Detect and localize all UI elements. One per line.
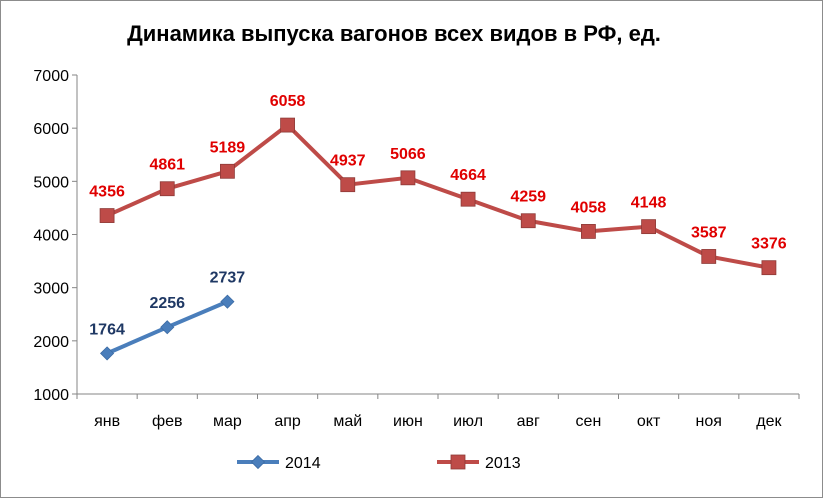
data-label: 2737 <box>210 270 246 287</box>
chart-title: Динамика выпуска вагонов всех видов в РФ… <box>127 21 661 46</box>
data-label: 3376 <box>751 236 787 253</box>
y-tick-label: 6000 <box>33 121 69 138</box>
data-label: 4058 <box>571 199 607 216</box>
data-label: 6058 <box>270 93 306 110</box>
x-tick-label: фев <box>152 413 183 430</box>
data-label: 4356 <box>89 184 125 201</box>
data-point-marker <box>220 163 235 179</box>
x-tick-label: сен <box>576 413 602 430</box>
data-point-marker <box>450 454 466 470</box>
data-label: 4664 <box>450 167 486 184</box>
x-tick-label: мар <box>213 413 242 430</box>
y-tick-label: 2000 <box>33 334 69 351</box>
data-point-marker <box>220 294 235 309</box>
data-point-marker <box>99 208 115 223</box>
data-point-marker <box>581 224 596 239</box>
data-point-marker <box>400 170 416 186</box>
x-tick-label: апр <box>274 413 301 430</box>
data-point-marker <box>520 213 536 229</box>
data-label: 5066 <box>390 146 426 163</box>
data-label: 5189 <box>210 139 246 156</box>
x-tick-label: дек <box>756 413 782 430</box>
data-labels: 4356 4861 5189 6058 4937 5066 4664 4259 4058 4148… <box>89 93 787 338</box>
data-point-marker <box>460 191 476 207</box>
legend-label-2014: 2014 <box>285 455 321 472</box>
data-point-marker <box>280 117 295 133</box>
data-point-marker <box>100 346 115 361</box>
y-tick-label: 3000 <box>33 281 69 298</box>
data-label: 4148 <box>631 195 667 212</box>
series-line-2013 <box>106 123 770 270</box>
data-point-marker <box>761 260 777 276</box>
x-tick-label: ноя <box>696 413 722 430</box>
data-label: 1764 <box>89 321 125 338</box>
chart-axes: 1000 2000 3000 4000 5000 6000 7000 янв фев мар апр… <box>33 68 800 430</box>
series-layer <box>99 117 777 361</box>
data-point-marker <box>160 320 175 335</box>
data-label: 4259 <box>510 189 546 206</box>
x-tick-label: янв <box>94 413 120 430</box>
data-label: 4937 <box>330 153 366 170</box>
data-label: 3587 <box>691 224 727 241</box>
y-tick-label: 5000 <box>33 174 69 191</box>
x-tick-label: июл <box>453 413 483 430</box>
data-point-marker <box>340 177 356 193</box>
data-label: 4861 <box>149 157 185 174</box>
x-tick-label: авг <box>517 413 540 430</box>
legend-label-2013: 2013 <box>485 455 521 472</box>
data-point-marker <box>159 181 175 197</box>
data-point-marker <box>641 219 656 235</box>
y-tick-label: 4000 <box>33 228 69 245</box>
chart-legend: 2014 2013 <box>237 454 521 472</box>
data-label: 2256 <box>149 295 185 312</box>
x-tick-label: окт <box>637 413 661 430</box>
x-tick-label: май <box>333 413 362 430</box>
data-point-marker <box>250 454 266 470</box>
data-point-marker <box>701 249 717 264</box>
x-tick-label: июн <box>393 413 423 430</box>
y-tick-label: 1000 <box>33 387 69 404</box>
y-tick-label: 7000 <box>33 68 69 85</box>
